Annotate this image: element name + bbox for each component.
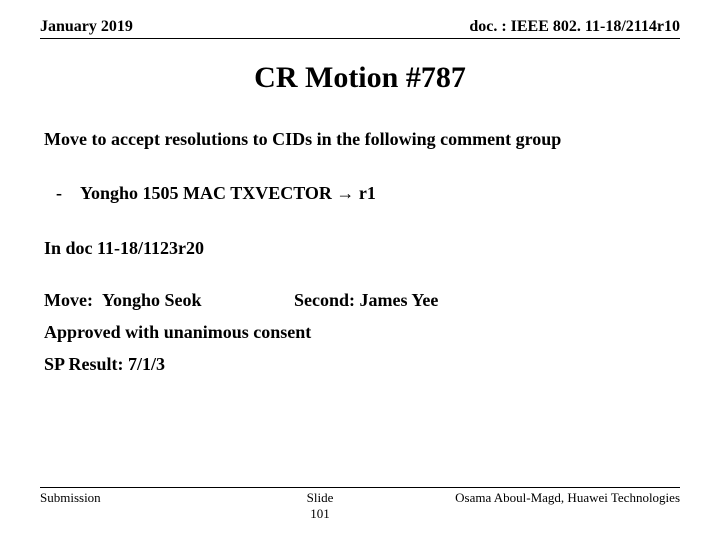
move-cell: Move: Yongho Seok	[44, 288, 294, 312]
move-second-row: Move: Yongho Seok Second: James Yee	[44, 288, 680, 312]
footer-slide-number: 101	[310, 506, 330, 521]
sp-result: SP Result: 7/1/3	[44, 352, 680, 376]
bullet-prefix: Yongho 1505 MAC TXVECTOR	[80, 183, 336, 203]
seconder-name: James Yee	[360, 290, 439, 310]
footer-row: Submission Slide 101 Osama Aboul-Magd, H…	[40, 487, 680, 522]
header-docref: doc. : IEEE 802. 11-18/2114r10	[469, 18, 680, 36]
approved-line: Approved with unanimous consent	[44, 320, 680, 344]
bullet-suffix: r1	[354, 183, 376, 203]
footer-left: Submission	[40, 490, 220, 506]
footer-right: Osama Aboul-Magd, Huawei Technologies	[420, 490, 680, 506]
footer-center: Slide 101	[280, 490, 360, 522]
header-date: January 2019	[40, 18, 133, 36]
slide-page: January 2019 doc. : IEEE 802. 11-18/2114…	[0, 0, 720, 540]
bullet-text: Yongho 1505 MAC TXVECTOR → r1	[80, 181, 376, 205]
move-label: Move:	[44, 290, 93, 310]
slide-title: CR Motion #787	[40, 61, 680, 95]
intro-text: Move to accept resolutions to CIDs in th…	[44, 127, 680, 151]
second-cell: Second: James Yee	[294, 288, 438, 312]
footer-slide-label: Slide	[307, 490, 334, 505]
mover-name: Yongho Seok	[102, 290, 202, 310]
body-block: Move to accept resolutions to CIDs in th…	[40, 127, 680, 377]
second-label: Second:	[294, 290, 355, 310]
bullet-row: - Yongho 1505 MAC TXVECTOR → r1	[56, 181, 680, 205]
doc-reference: In doc 11-18/1123r20	[44, 236, 680, 260]
arrow-icon: →	[336, 183, 354, 203]
header-row: January 2019 doc. : IEEE 802. 11-18/2114…	[40, 18, 680, 39]
bullet-dash: -	[56, 181, 80, 205]
